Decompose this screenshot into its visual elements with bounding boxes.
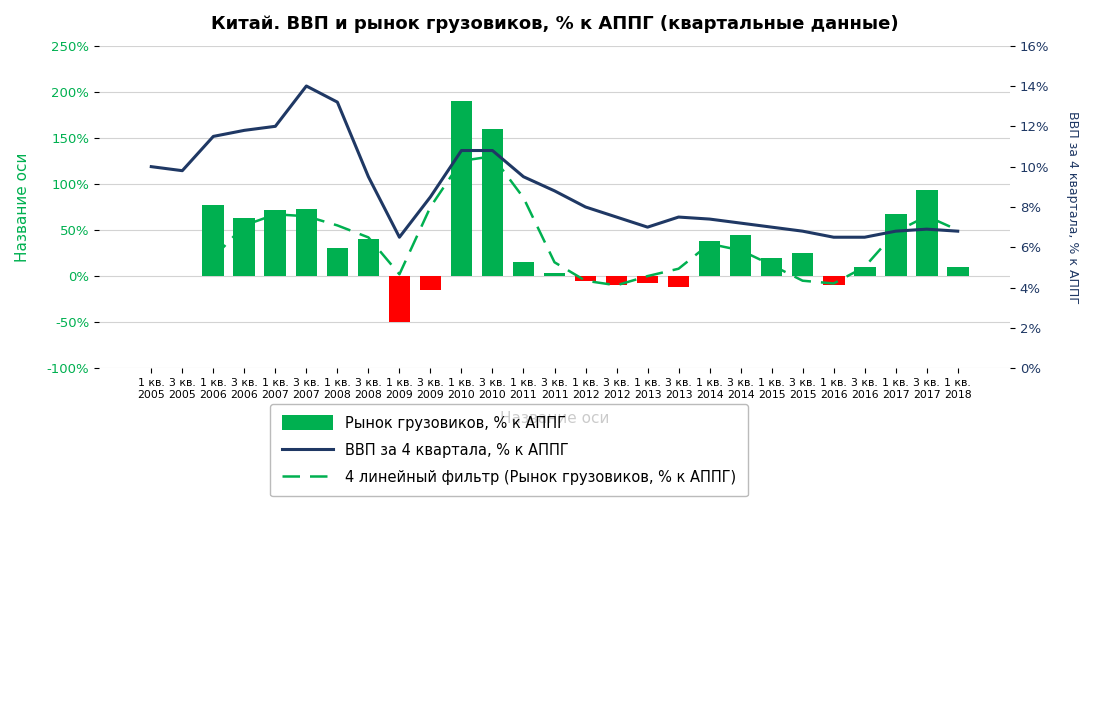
Bar <box>265 210 287 276</box>
Y-axis label: ВВП за 4 квартала, % к АППГ: ВВП за 4 квартала, % к АППГ <box>1066 111 1079 303</box>
Bar <box>326 248 348 276</box>
Title: Китай. ВВП и рынок грузовиков, % к АППГ (квартальные данные): Китай. ВВП и рынок грузовиков, % к АППГ … <box>211 15 898 33</box>
Bar <box>760 258 782 276</box>
Bar <box>667 276 689 287</box>
Bar <box>513 262 534 276</box>
Bar <box>947 267 968 276</box>
Bar <box>358 239 380 276</box>
Bar <box>233 218 255 276</box>
Bar <box>606 276 627 286</box>
Bar <box>481 129 503 276</box>
Bar <box>574 276 596 281</box>
Bar <box>823 276 845 286</box>
Bar <box>637 276 659 283</box>
X-axis label: Название оси: Название оси <box>500 411 609 426</box>
Bar <box>544 273 566 276</box>
Legend: Рынок грузовиков, % к АППГ, ВВП за 4 квартала, % к АППГ, 4 линейный фильтр (Рыно: Рынок грузовиков, % к АППГ, ВВП за 4 ква… <box>270 403 747 496</box>
Bar <box>420 276 441 290</box>
Bar <box>451 101 473 276</box>
Bar <box>885 214 907 276</box>
Bar <box>853 267 875 276</box>
Bar <box>202 205 224 276</box>
Bar <box>730 235 752 276</box>
Bar <box>792 253 814 276</box>
Bar <box>388 276 410 322</box>
Bar <box>699 241 721 276</box>
Bar <box>295 208 317 276</box>
Bar <box>916 191 938 276</box>
Y-axis label: Название оси: Название оси <box>15 152 30 261</box>
